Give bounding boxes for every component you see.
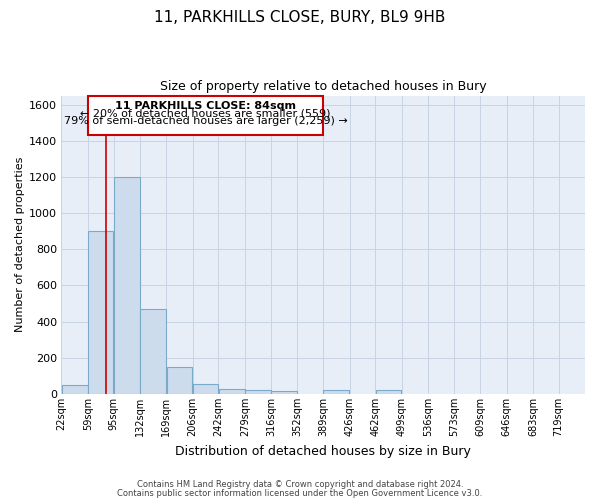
Bar [62,385,88,394]
X-axis label: Distribution of detached houses by size in Bury: Distribution of detached houses by size … [175,444,471,458]
Text: Contains public sector information licensed under the Open Government Licence v3: Contains public sector information licen… [118,490,482,498]
FancyBboxPatch shape [88,96,323,136]
Y-axis label: Number of detached properties: Number of detached properties [15,157,25,332]
Text: 11 PARKHILLS CLOSE: 84sqm: 11 PARKHILLS CLOSE: 84sqm [115,102,296,112]
Bar [114,177,140,394]
Bar [323,390,349,394]
Text: 11, PARKHILLS CLOSE, BURY, BL9 9HB: 11, PARKHILLS CLOSE, BURY, BL9 9HB [154,10,446,25]
Bar [218,390,245,394]
Bar [88,231,113,394]
Text: ← 20% of detached houses are smaller (559): ← 20% of detached houses are smaller (55… [80,108,331,118]
Bar [245,390,271,394]
Text: Contains HM Land Registry data © Crown copyright and database right 2024.: Contains HM Land Registry data © Crown c… [137,480,463,489]
Title: Size of property relative to detached houses in Bury: Size of property relative to detached ho… [160,80,487,93]
Bar [167,367,193,394]
Bar [193,384,218,394]
Bar [271,392,296,394]
Bar [376,390,401,394]
Bar [140,309,166,394]
Text: 79% of semi-detached houses are larger (2,259) →: 79% of semi-detached houses are larger (… [64,116,347,126]
